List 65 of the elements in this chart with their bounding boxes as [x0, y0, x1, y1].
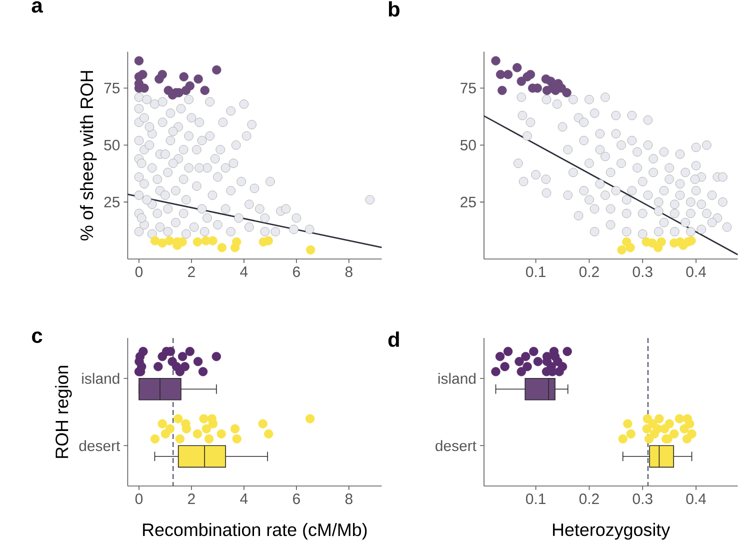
x-tick-label: 8: [345, 266, 352, 278]
chart-title: d: [388, 332, 399, 347]
x-tick-label: 0.3: [632, 494, 652, 504]
x-tick-label: 0.2: [579, 494, 599, 504]
point: [542, 86, 552, 96]
x-tick-label: 0.4: [686, 266, 706, 278]
point: [185, 81, 194, 90]
y-tick-label: 50: [104, 140, 120, 150]
point: [200, 86, 210, 96]
y-tick-label: island: [438, 372, 476, 384]
point: [192, 237, 202, 247]
x-tick-label: 0.4: [686, 494, 706, 504]
x-tick-label: 0.1: [526, 494, 546, 504]
point: [150, 236, 160, 246]
point: [179, 72, 188, 82]
x-tick-label: 0: [135, 266, 143, 278]
y-tick-label: 25: [460, 196, 476, 208]
point: [217, 243, 227, 252]
point: [496, 70, 506, 80]
y-tick-label: desert: [79, 440, 120, 452]
point: [306, 245, 316, 254]
point: [194, 74, 203, 84]
y-axis-title: % of sheep with ROH: [80, 71, 97, 240]
x-tick-label: 0: [135, 494, 143, 504]
point: [503, 70, 513, 80]
x-tick-label: 0.2: [579, 266, 599, 278]
y-tick-label: 50: [460, 140, 476, 150]
point: [164, 236, 174, 246]
x-tick-label: 0.1: [526, 266, 546, 278]
x-tick-label: 6: [293, 494, 300, 504]
chart-title: b: [388, 1, 400, 17]
x-tick-label: 4: [240, 494, 248, 504]
chart-title: c: [32, 332, 42, 344]
x-tick-label: 8: [345, 494, 352, 504]
y-tick-label: 25: [104, 196, 120, 208]
y-tick-label: desert: [436, 440, 476, 452]
x-tick-label: 0.3: [632, 266, 652, 278]
x-axis-title: Recombination rate (cM/Mb): [143, 522, 367, 540]
point: [675, 237, 685, 247]
point: [516, 76, 526, 86]
y-tick-label: 75: [104, 82, 120, 94]
point: [617, 245, 626, 254]
x-tick-label: 2: [188, 266, 195, 277]
point: [138, 70, 148, 80]
x-tick-label: 4: [240, 266, 248, 277]
x-tick-label: 6: [293, 266, 300, 278]
point: [158, 70, 167, 80]
point: [491, 56, 500, 66]
point: [526, 70, 536, 80]
y-axis-title: ROH region: [55, 366, 72, 458]
point: [134, 56, 144, 66]
point: [656, 237, 666, 247]
point: [512, 63, 522, 72]
point: [232, 237, 242, 247]
point: [498, 86, 507, 96]
y-tick-label: 75: [460, 82, 476, 94]
point: [212, 65, 222, 75]
point: [562, 88, 572, 98]
x-tick-label: 2: [188, 494, 195, 504]
point: [208, 236, 218, 246]
point: [626, 243, 635, 252]
y-tick-label: island: [82, 372, 120, 384]
x-axis-title: Heterozygosity: [553, 522, 670, 540]
chart-title: a: [32, 1, 43, 13]
point: [648, 238, 657, 248]
